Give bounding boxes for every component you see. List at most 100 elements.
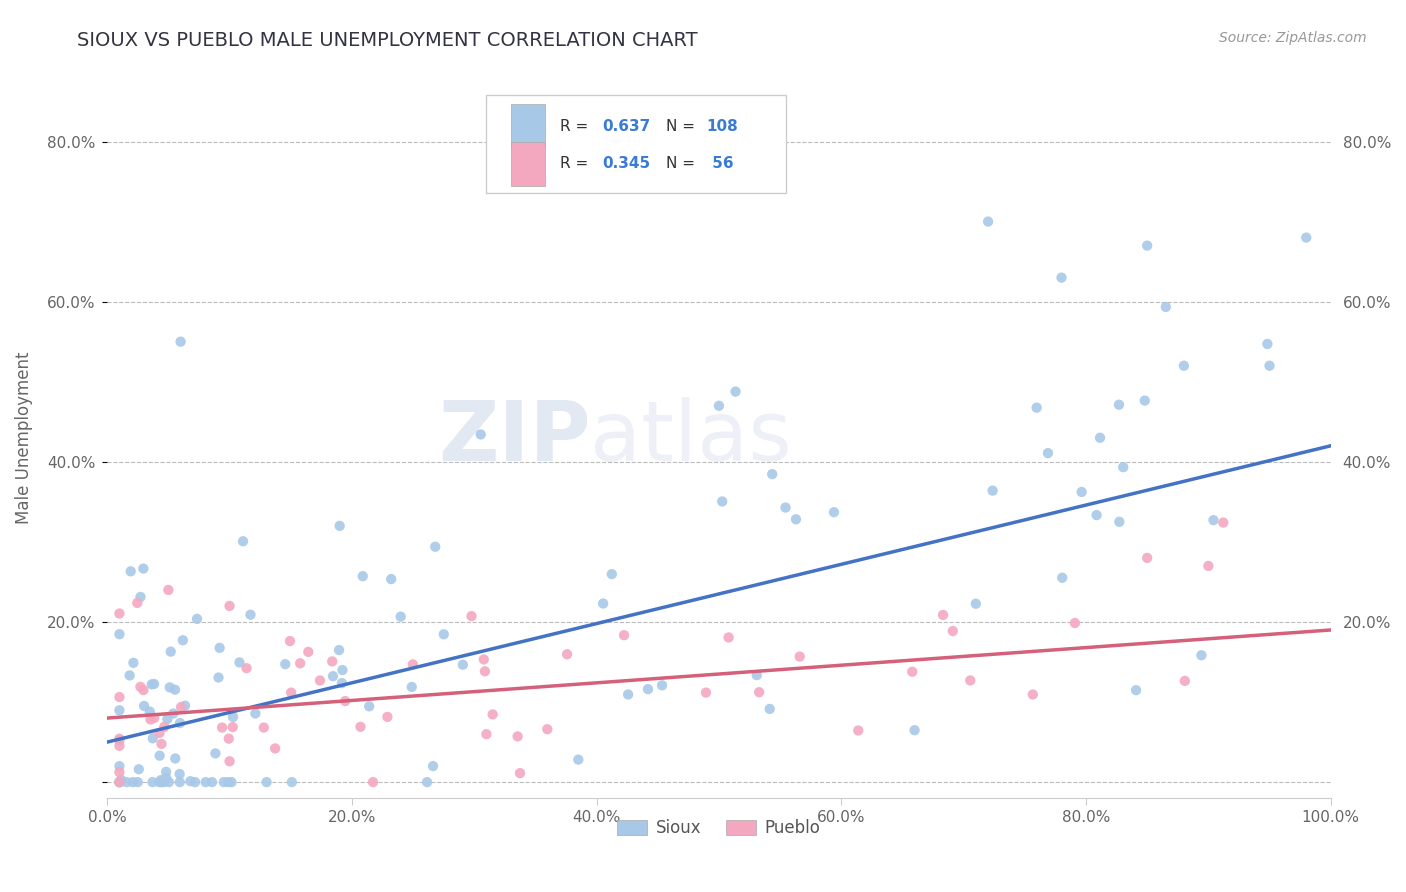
Point: [139, 713, 162, 727]
Point: [567, 753, 589, 767]
Point: [1189, 648, 1212, 663]
Point: [149, 748, 172, 763]
Point: [281, 775, 304, 789]
Point: [506, 730, 529, 744]
Point: [204, 747, 226, 761]
Point: [155, 764, 177, 779]
Point: [481, 707, 503, 722]
Point: [321, 654, 343, 668]
Point: [212, 775, 235, 789]
Point: [332, 663, 354, 677]
Point: [536, 722, 558, 736]
Point: [149, 773, 172, 788]
Point: [903, 723, 925, 738]
Point: [157, 582, 180, 597]
Text: 0.637: 0.637: [603, 119, 651, 134]
Point: [132, 561, 155, 575]
Point: [170, 700, 193, 714]
Point: [460, 609, 482, 624]
Point: [239, 607, 262, 622]
Point: [1154, 300, 1177, 314]
Point: [222, 710, 245, 724]
Point: [1295, 230, 1317, 244]
Point: [108, 775, 131, 789]
Point: [108, 759, 131, 773]
Point: [122, 656, 145, 670]
Point: [108, 765, 131, 780]
Point: [129, 680, 152, 694]
Point: [775, 500, 797, 515]
Point: [108, 627, 131, 641]
Point: [278, 634, 301, 648]
Point: [1256, 337, 1278, 351]
Point: [402, 657, 425, 672]
Point: [361, 775, 384, 789]
Text: N =: N =: [666, 119, 700, 134]
Point: [707, 399, 730, 413]
Point: [208, 640, 231, 655]
Text: ZIP: ZIP: [439, 397, 591, 478]
Text: R =: R =: [560, 119, 593, 134]
Point: [150, 775, 173, 789]
Y-axis label: Male Unemployment: Male Unemployment: [15, 351, 32, 524]
Point: [555, 647, 578, 661]
Point: [965, 597, 987, 611]
Point: [981, 483, 1004, 498]
Text: Source: ZipAtlas.com: Source: ZipAtlas.com: [1219, 31, 1367, 45]
Point: [132, 698, 155, 713]
Point: [717, 631, 740, 645]
Point: [218, 754, 240, 768]
Point: [637, 682, 659, 697]
Point: [377, 710, 399, 724]
Point: [309, 673, 332, 688]
Point: [201, 775, 224, 789]
Point: [128, 762, 150, 776]
Point: [108, 731, 131, 746]
Point: [745, 668, 768, 682]
Point: [959, 673, 981, 688]
Point: [349, 720, 371, 734]
Point: [179, 774, 201, 789]
Point: [108, 690, 131, 704]
Point: [1063, 615, 1085, 630]
Point: [1025, 401, 1047, 415]
Point: [108, 733, 131, 747]
Point: [1173, 359, 1195, 373]
Text: SIOUX VS PUEBLO MALE UNEMPLOYMENT CORRELATION CHART: SIOUX VS PUEBLO MALE UNEMPLOYMENT CORREL…: [77, 31, 697, 50]
Point: [115, 775, 138, 789]
Point: [901, 665, 924, 679]
Point: [328, 643, 350, 657]
Point: [218, 599, 240, 613]
Point: [274, 657, 297, 672]
Point: [600, 567, 623, 582]
Point: [1050, 571, 1073, 585]
Point: [108, 775, 131, 789]
Point: [335, 694, 357, 708]
Point: [846, 723, 869, 738]
Point: [695, 685, 717, 699]
Point: [108, 607, 131, 621]
Point: [1197, 558, 1219, 573]
Point: [711, 494, 734, 508]
Point: [422, 759, 444, 773]
Point: [169, 767, 191, 781]
Point: [401, 680, 423, 694]
Point: [162, 706, 184, 721]
Point: [143, 677, 166, 691]
Point: [221, 775, 243, 789]
Point: [380, 572, 402, 586]
Text: 56: 56: [707, 156, 734, 171]
Point: [932, 607, 955, 622]
Point: [139, 705, 162, 719]
Point: [110, 772, 132, 787]
Point: [977, 214, 1000, 228]
Point: [127, 596, 149, 610]
Point: [330, 676, 353, 690]
Point: [141, 677, 163, 691]
Point: [451, 657, 474, 672]
Point: [174, 698, 197, 713]
Point: [329, 519, 352, 533]
Point: [245, 706, 267, 721]
Point: [470, 427, 492, 442]
Point: [1108, 398, 1130, 412]
